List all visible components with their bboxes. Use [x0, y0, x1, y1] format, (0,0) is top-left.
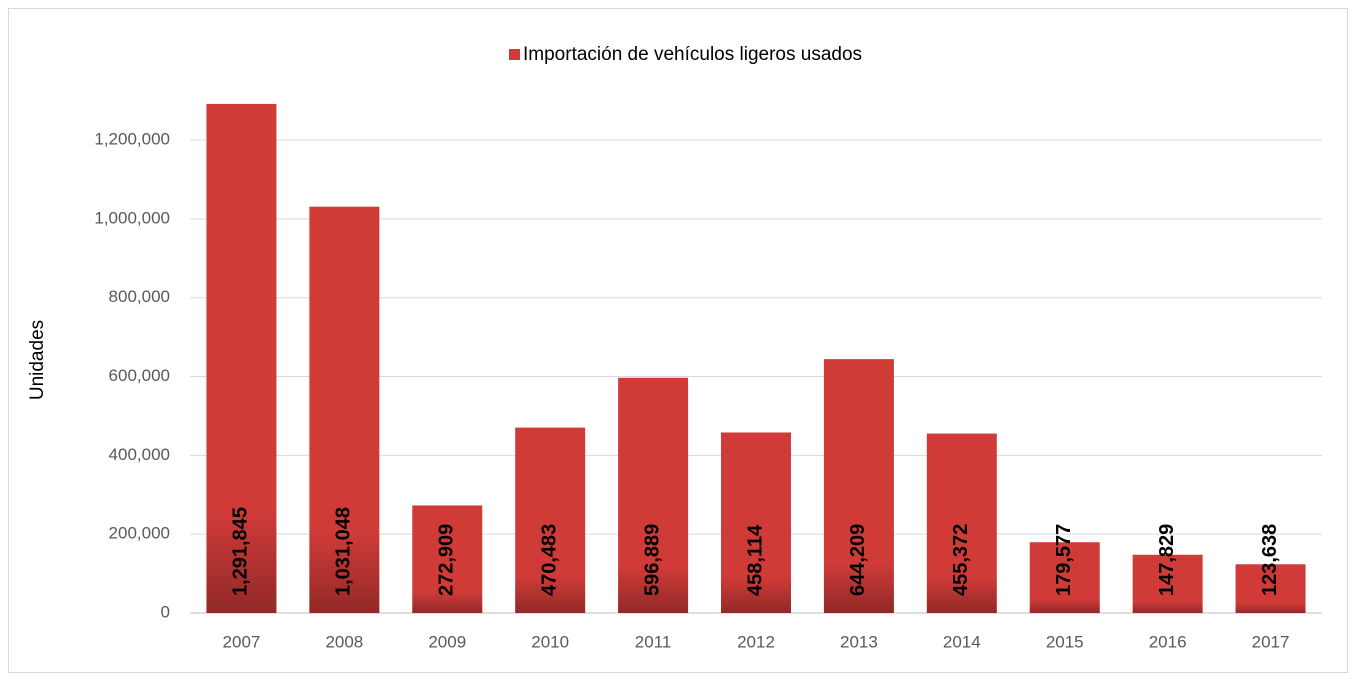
- x-tick-label: 2007: [223, 632, 261, 651]
- bar-shade: [412, 505, 483, 613]
- value-label: 1,291,845: [230, 507, 252, 596]
- y-tick-label: 0: [161, 602, 170, 621]
- value-label: 272,909: [436, 524, 458, 596]
- y-tick-label: 200,000: [109, 524, 170, 543]
- chart-border: [8, 8, 1348, 673]
- bar-shade: [721, 432, 791, 613]
- bar-shade: [926, 433, 997, 613]
- value-label: 644,209: [847, 524, 869, 596]
- x-tick-label: 2017: [1252, 632, 1290, 651]
- y-tick-label: 800,000: [109, 287, 170, 306]
- value-label: 458,114: [744, 524, 766, 596]
- x-tick-label: 2008: [325, 632, 363, 651]
- value-label: 147,829: [1156, 524, 1178, 596]
- legend-swatch: [509, 49, 520, 60]
- x-tick-label: 2012: [737, 632, 775, 651]
- legend-label: Importación de vehículos ligeros usados: [523, 44, 862, 65]
- value-label: 455,372: [950, 524, 972, 596]
- x-tick-label: 2011: [635, 632, 672, 651]
- bar-shade: [618, 377, 689, 613]
- x-tick-label: 2015: [1046, 632, 1084, 651]
- x-tick-label: 2014: [943, 632, 981, 651]
- bar-shade: [309, 206, 380, 614]
- bar-shade: [515, 427, 586, 613]
- bar-shade: [823, 359, 894, 613]
- x-tick-label: 2016: [1149, 632, 1187, 651]
- bar-shade: [206, 103, 277, 614]
- value-label: 123,638: [1259, 524, 1281, 596]
- x-tick-label: 2013: [840, 632, 878, 651]
- value-label: 470,483: [538, 524, 560, 596]
- y-tick-label: 1,200,000: [94, 130, 170, 149]
- value-label: 1,031,048: [333, 507, 355, 596]
- x-tick-label: 2009: [428, 632, 466, 651]
- x-tick-label: 2010: [531, 632, 569, 651]
- y-tick-label: 1,000,000: [94, 208, 170, 227]
- bar-shade: [1235, 564, 1306, 613]
- y-tick-label: 600,000: [109, 366, 170, 385]
- y-axis-label: Unidades: [27, 320, 48, 400]
- bar-shade: [1132, 554, 1203, 613]
- value-label: 179,577: [1053, 524, 1075, 596]
- y-tick-label: 400,000: [109, 445, 170, 464]
- bar-shade: [1029, 542, 1100, 613]
- value-label: 596,889: [641, 524, 663, 596]
